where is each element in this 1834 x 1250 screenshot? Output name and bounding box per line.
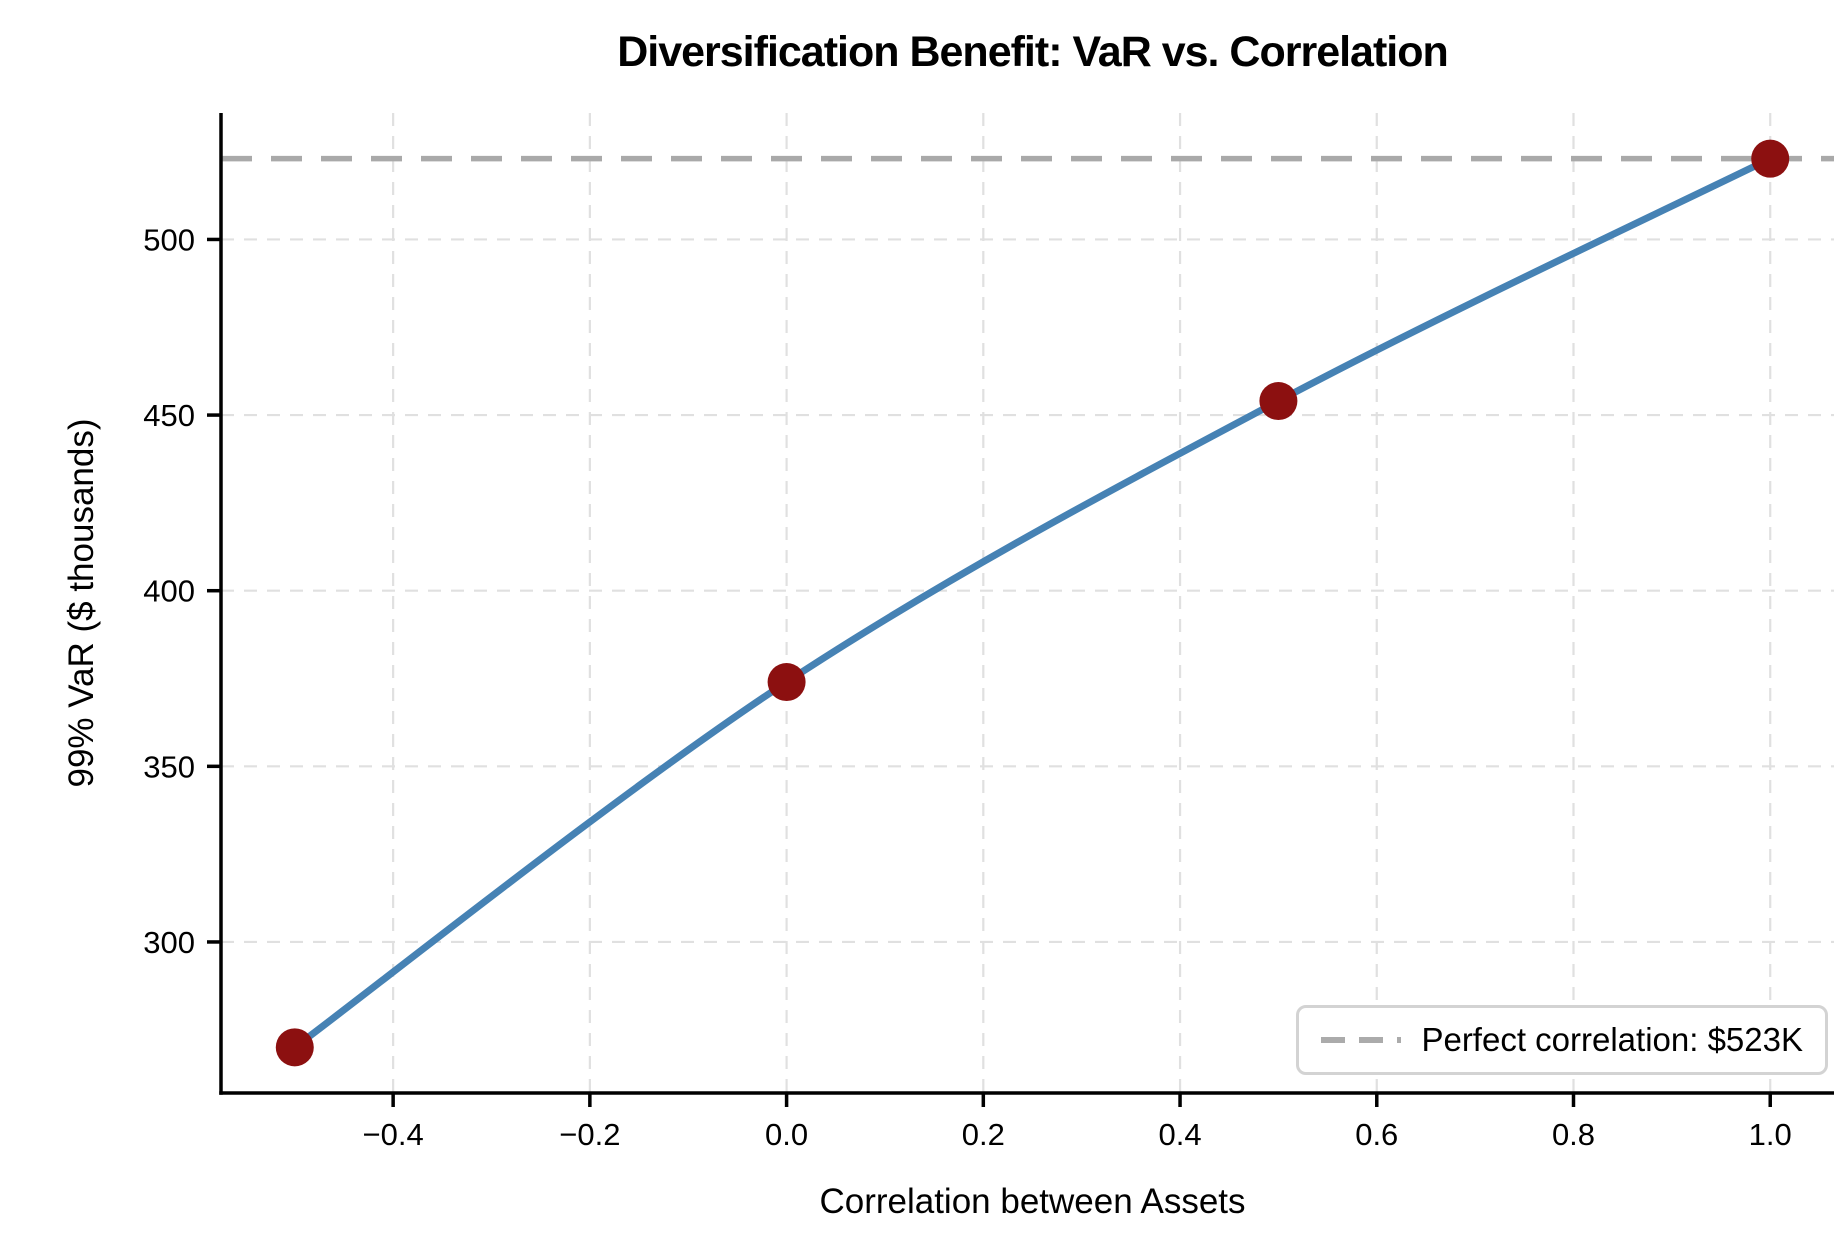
x-tick-label: 0.0 (765, 1117, 808, 1152)
y-tick-label: 450 (143, 398, 195, 433)
y-tick-label: 400 (143, 574, 195, 609)
var-correlation-chart: Diversification Benefit: VaR vs. Correla… (40, 16, 1834, 1250)
data-point (1751, 139, 1790, 178)
data-point (275, 1028, 314, 1067)
dashed-line-legend-sample-icon (1321, 1037, 1402, 1043)
x-tick-label: 0.2 (962, 1117, 1005, 1152)
y-tick-label: 300 (143, 925, 195, 960)
chart-title: Diversification Benefit: VaR vs. Correla… (617, 28, 1449, 76)
y-axis-label: 99% VaR ($ thousands) (62, 418, 101, 788)
legend-label: Perfect correlation: $523K (1421, 1021, 1803, 1058)
data-point (767, 663, 806, 702)
x-tick-label: 0.6 (1355, 1117, 1398, 1152)
plot-area: −0.4 −0.2 0.0 0.2 0.4 0.6 0.8 1.0 300 350 400 450 50… (143, 113, 1834, 1152)
data-point (1259, 382, 1298, 421)
x-tick-label: −0.2 (559, 1117, 620, 1152)
x-axis-label: Correlation between Assets (819, 1182, 1246, 1221)
legend: Perfect correlation: $523K (1296, 1005, 1828, 1075)
y-tick-label: 500 (143, 222, 195, 257)
x-tick-label: 1.0 (1749, 1117, 1792, 1152)
x-tick-label: 0.4 (1158, 1117, 1201, 1152)
x-tick-label: −0.4 (363, 1117, 424, 1152)
y-tick-label: 350 (143, 749, 195, 784)
x-tick-label: 0.8 (1552, 1117, 1595, 1152)
var-curve (291, 155, 1774, 1051)
